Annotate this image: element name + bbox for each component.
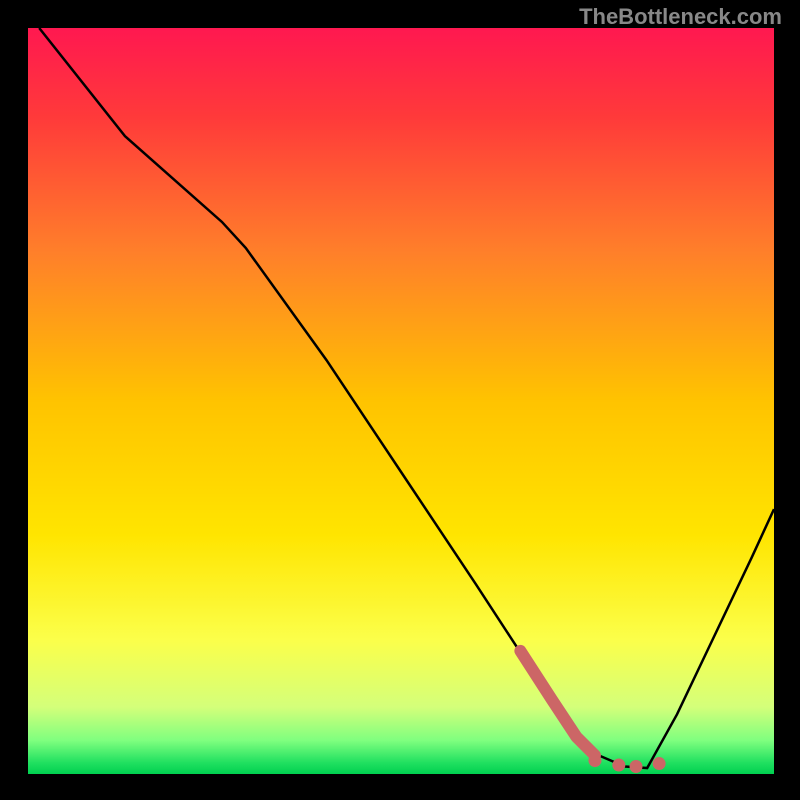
highlight-dot xyxy=(612,759,625,772)
watermark-text: TheBottleneck.com xyxy=(579,4,782,30)
chart-svg xyxy=(28,28,774,774)
highlight-dot xyxy=(588,754,601,767)
highlight-dot xyxy=(653,757,666,770)
bottleneck-chart xyxy=(28,28,774,774)
gradient-background xyxy=(28,28,774,774)
highlight-dot xyxy=(629,760,642,773)
